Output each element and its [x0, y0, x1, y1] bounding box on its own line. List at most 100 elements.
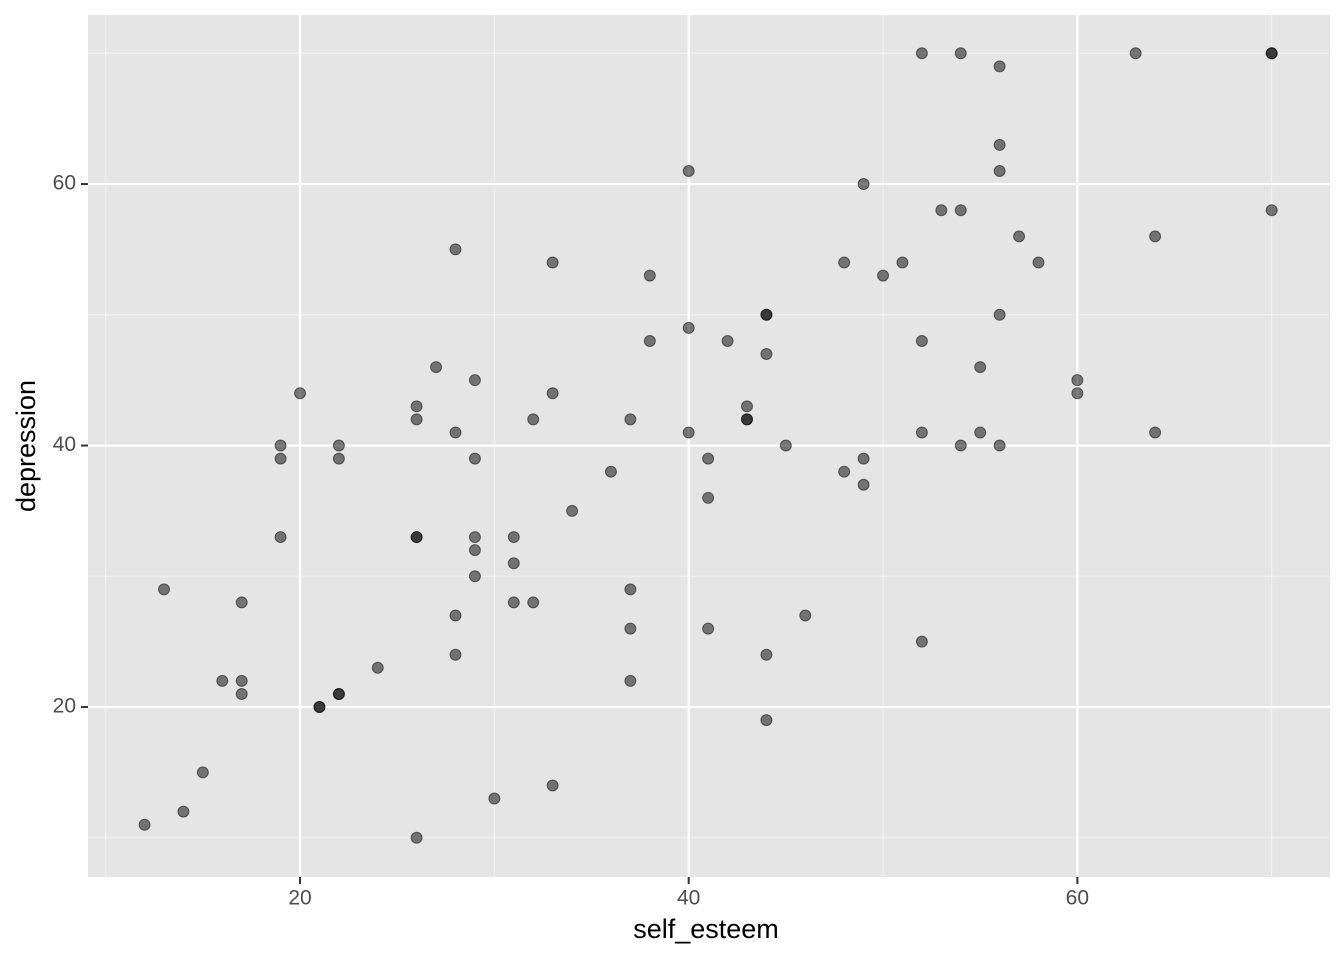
- point: [624, 622, 637, 635]
- point: [896, 256, 909, 269]
- point: [1071, 374, 1084, 387]
- point: [643, 269, 656, 282]
- y-tick-label: 60: [53, 172, 76, 195]
- point: [274, 531, 287, 544]
- point: [449, 426, 462, 439]
- point: [332, 439, 345, 452]
- point: [1265, 47, 1278, 60]
- point: [235, 687, 248, 700]
- point: [915, 635, 928, 648]
- point: [274, 439, 287, 452]
- point: [507, 596, 520, 609]
- point: [993, 308, 1006, 321]
- point: [799, 609, 812, 622]
- point: [488, 792, 501, 805]
- point: [954, 439, 967, 452]
- point: [915, 47, 928, 60]
- point: [915, 426, 928, 439]
- point: [468, 452, 481, 465]
- point: [838, 465, 851, 478]
- point: [702, 491, 715, 504]
- point: [216, 674, 229, 687]
- point: [332, 452, 345, 465]
- point: [410, 413, 423, 426]
- y-tick-label: 20: [53, 695, 76, 718]
- point: [546, 387, 559, 400]
- point: [235, 596, 248, 609]
- point: [935, 204, 948, 217]
- point: [468, 544, 481, 557]
- x-axis-label: self_esteem: [633, 914, 779, 944]
- point: [624, 583, 637, 596]
- point: [877, 269, 890, 282]
- point: [974, 361, 987, 374]
- point: [779, 439, 792, 452]
- point: [857, 452, 870, 465]
- point: [1032, 256, 1045, 269]
- point: [760, 648, 773, 661]
- point: [157, 583, 170, 596]
- point: [468, 570, 481, 583]
- point: [993, 60, 1006, 73]
- point: [682, 426, 695, 439]
- point: [721, 334, 734, 347]
- point: [643, 334, 656, 347]
- point: [566, 504, 579, 517]
- point: [546, 779, 559, 792]
- point: [527, 596, 540, 609]
- point: [371, 661, 384, 674]
- point: [993, 138, 1006, 151]
- point: [468, 374, 481, 387]
- point: [1149, 426, 1162, 439]
- x-tick-label: 20: [288, 887, 311, 910]
- point: [177, 805, 190, 818]
- point: [954, 204, 967, 217]
- point: [1129, 47, 1142, 60]
- point: [682, 321, 695, 334]
- point: [604, 465, 617, 478]
- point: [993, 164, 1006, 177]
- point: [760, 348, 773, 361]
- point: [740, 400, 753, 413]
- point: [274, 452, 287, 465]
- point: [313, 701, 326, 714]
- point: [430, 361, 443, 374]
- x-tick-label: 40: [677, 887, 700, 910]
- point: [993, 439, 1006, 452]
- x-tick-label: 60: [1066, 887, 1089, 910]
- point: [449, 609, 462, 622]
- point: [196, 766, 209, 779]
- point: [468, 531, 481, 544]
- point: [527, 413, 540, 426]
- point: [624, 674, 637, 687]
- point: [235, 674, 248, 687]
- point: [449, 648, 462, 661]
- y-axis-label: depression: [11, 380, 41, 512]
- point: [410, 531, 423, 544]
- point: [760, 714, 773, 727]
- point: [410, 831, 423, 844]
- point: [915, 334, 928, 347]
- point: [1071, 387, 1084, 400]
- point: [974, 426, 987, 439]
- point: [410, 400, 423, 413]
- point: [332, 687, 345, 700]
- point: [1013, 230, 1026, 243]
- point: [682, 164, 695, 177]
- point: [138, 818, 151, 831]
- point: [954, 47, 967, 60]
- point: [1265, 204, 1278, 217]
- point: [760, 308, 773, 321]
- point: [507, 557, 520, 570]
- point: [702, 622, 715, 635]
- point: [624, 413, 637, 426]
- point: [740, 413, 753, 426]
- point: [1149, 230, 1162, 243]
- point: [857, 478, 870, 491]
- point: [857, 178, 870, 191]
- point: [838, 256, 851, 269]
- point: [294, 387, 307, 400]
- y-tick-label: 40: [53, 433, 76, 456]
- point: [507, 531, 520, 544]
